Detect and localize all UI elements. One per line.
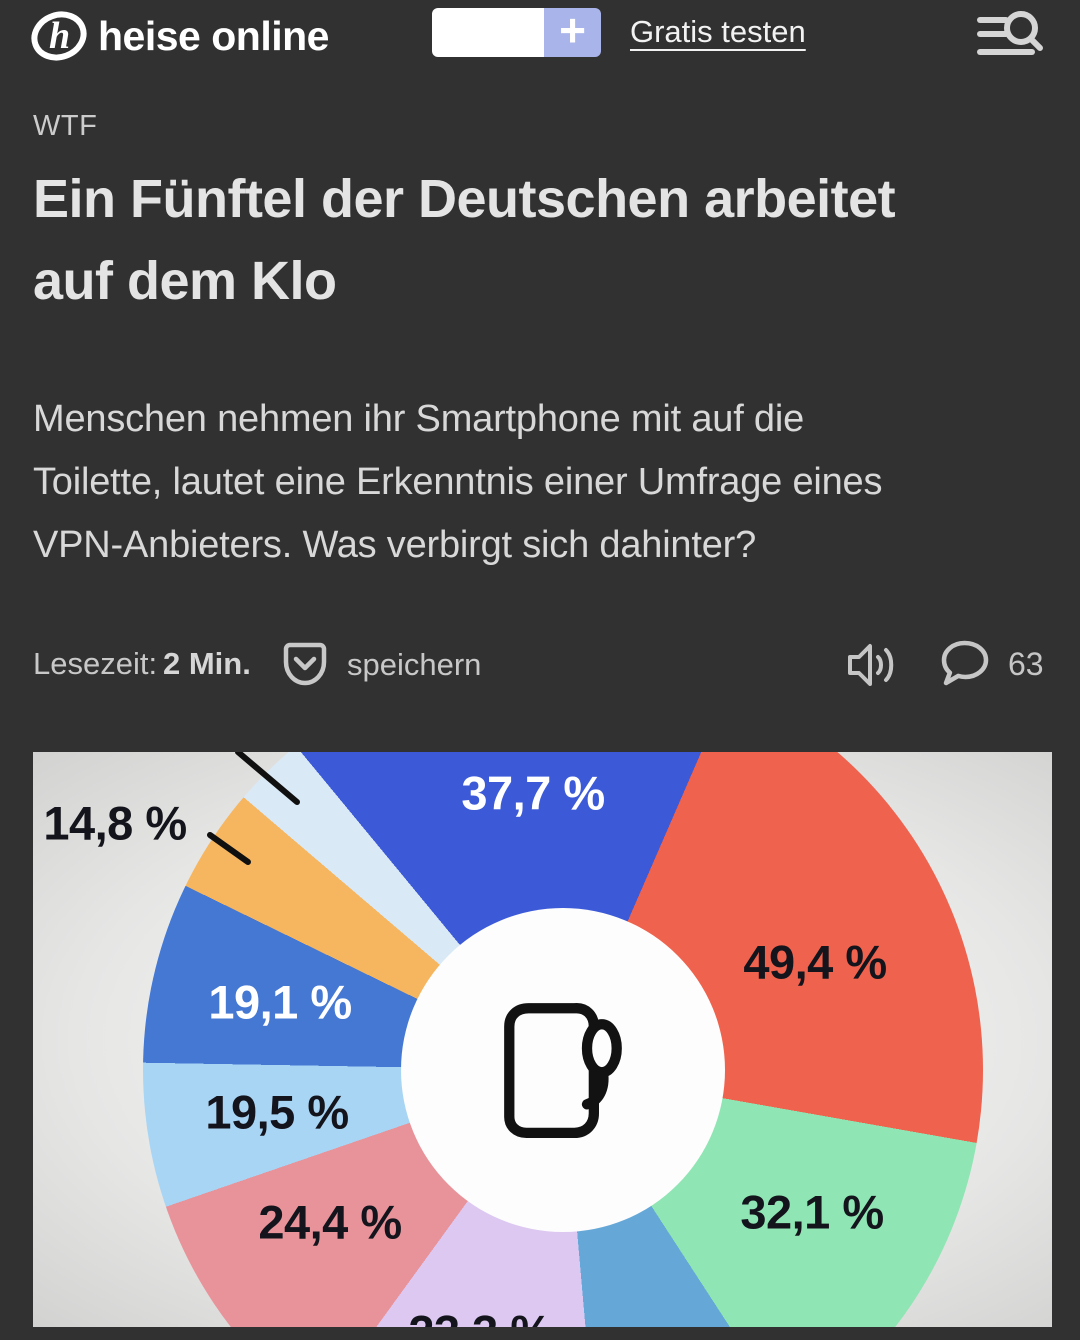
heise-logo[interactable]: h heise online <box>30 8 329 64</box>
heise-plus-badge-left <box>432 8 544 57</box>
article-lede: Menschen nehmen ihr Smartphone mit auf d… <box>33 388 1043 577</box>
article-title: Ein Fünftel der Deutschen arbeitet auf de… <box>33 158 1023 322</box>
speaker-icon <box>848 644 894 686</box>
heise-plus-badge[interactable]: + <box>432 7 601 57</box>
gratis-testen-link[interactable]: Gratis testen <box>630 14 806 49</box>
pie-label-23-3: 23,3 % <box>408 1305 552 1328</box>
brand-name: heise online <box>98 12 329 59</box>
heise-logo-icon: h <box>31 11 87 61</box>
comment-bubble-icon <box>941 640 989 686</box>
toilet-paper-roll-icon <box>504 1003 622 1138</box>
lede-line-1: Menschen nehmen ihr Smartphone mit auf d… <box>33 398 805 440</box>
pie-label-37-7: 37,7 % <box>461 766 605 820</box>
title-line-1: Ein Fünftel der Deutschen arbeitet <box>33 169 896 229</box>
header: h heise online + Gratis testen <box>0 0 1080 70</box>
pie-label-49-4: 49,4 % <box>743 935 887 989</box>
read-aloud-button[interactable] <box>845 642 901 696</box>
plus-icon: + <box>544 7 601 57</box>
save-to-pocket-button[interactable]: speichern <box>281 640 481 690</box>
comment-count: 63 <box>1008 645 1044 682</box>
pocket-icon <box>283 642 327 686</box>
read-time-value: 2 Min. <box>163 646 251 681</box>
lede-line-3: VPN-Anbieters. Was verbirgt sich dahinte… <box>33 524 757 566</box>
pie-label-14-8: 14,8 % <box>43 796 187 850</box>
pie-center <box>401 908 725 1232</box>
svg-text:h: h <box>49 15 70 57</box>
save-label: speichern <box>347 647 482 682</box>
comments-button[interactable]: 63 <box>938 640 1044 688</box>
pie-label-19-1: 19,1 % <box>208 975 352 1029</box>
article-meta-row: Lesezeit: 2 Min. speichern 63 <box>0 640 1080 690</box>
lede-line-2: Toilette, lautet eine Erkenntnis einer U… <box>33 461 883 503</box>
read-time-label: Lesezeit: <box>33 646 158 681</box>
article-image-pie-chart[interactable]: 37,7 % 49,4 % 32,1 % 23,3 % 24,4 % 19,5 … <box>33 752 1052 1327</box>
pie-label-24-4: 24,4 % <box>258 1195 402 1249</box>
pie-label-19-5: 19,5 % <box>205 1085 349 1139</box>
pie-label-32-1: 32,1 % <box>740 1185 884 1239</box>
menu-search-button[interactable] <box>972 8 1048 64</box>
article-kicker: WTF <box>33 110 98 142</box>
menu-search-icon <box>977 11 1043 55</box>
title-line-2: auf dem Klo <box>33 251 337 311</box>
